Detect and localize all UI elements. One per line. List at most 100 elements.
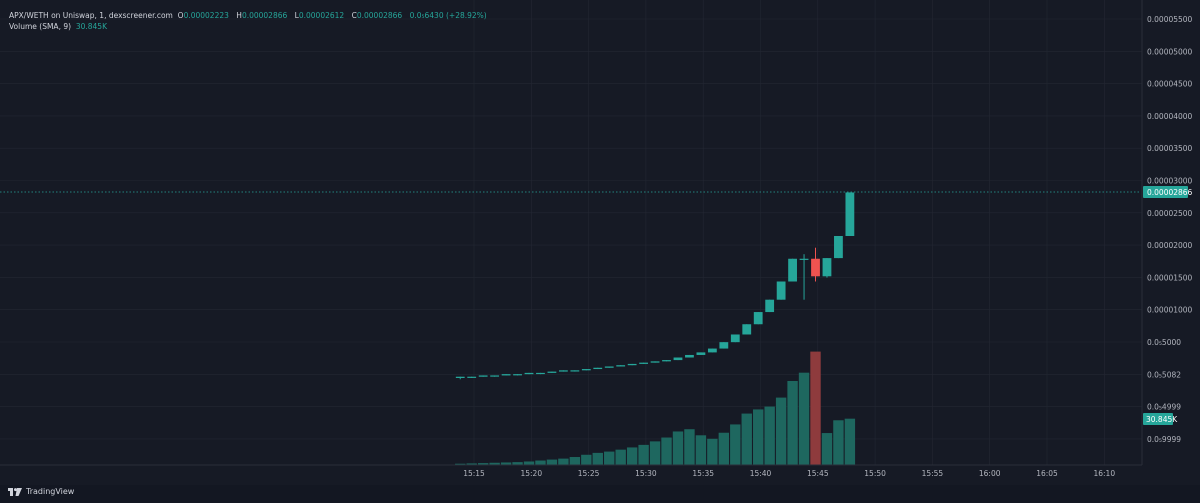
- price-axis-label: 0.00004500: [1147, 80, 1193, 89]
- volume-bar: [742, 414, 752, 465]
- candle-body: [685, 355, 694, 358]
- open-key: O: [178, 11, 184, 20]
- candle-body: [548, 372, 557, 373]
- candle-body: [593, 368, 602, 369]
- time-axis-label: 16:10: [1093, 469, 1115, 478]
- candle-body: [811, 259, 820, 277]
- time-axis-label: 15:55: [922, 469, 944, 478]
- candle-body: [662, 360, 671, 361]
- candle-body: [559, 370, 568, 371]
- volume-bar: [570, 457, 580, 465]
- price-axis-label: 0.00003500: [1147, 144, 1193, 153]
- volume-bar: [707, 439, 717, 465]
- candle-body: [777, 282, 786, 300]
- volume-bar: [558, 459, 568, 465]
- close-value: 0.00002866: [357, 11, 402, 20]
- volume-bar: [547, 460, 557, 465]
- volume-bar: [593, 453, 603, 465]
- volume-bar: [696, 435, 706, 465]
- volume-bar: [673, 431, 683, 465]
- candle-body: [628, 364, 637, 365]
- volume-bar: [719, 433, 729, 465]
- volume-bar: [661, 438, 671, 465]
- candle-body: [788, 259, 797, 282]
- candle-body: [582, 369, 591, 370]
- volume-bar: [799, 373, 809, 465]
- candle-body: [731, 334, 740, 342]
- candle-body: [708, 349, 717, 353]
- time-axis-label: 15:25: [578, 469, 600, 478]
- high-value: 0.00002866: [242, 11, 287, 20]
- candle-body: [513, 374, 522, 375]
- grid-lines: [0, 0, 1142, 465]
- volume-bar: [810, 352, 820, 465]
- current-price-label: 0.00002866: [1147, 188, 1193, 197]
- candle-body: [697, 352, 706, 355]
- candle-body: [525, 373, 534, 374]
- price-axis-label: 0.0₅4999: [1147, 403, 1181, 412]
- volume-bar: [764, 407, 774, 465]
- price-axis-label: 0.0₅5000: [1147, 338, 1181, 347]
- chart-legend: APX/WETH on Uniswap, 1, dexscreener.com …: [9, 10, 487, 32]
- time-axis-label: 15:30: [635, 469, 657, 478]
- time-axis-label: 15:35: [692, 469, 714, 478]
- price-axis-label: 0.0₅5082: [1147, 370, 1181, 379]
- volume-bar: [845, 419, 855, 465]
- time-axis-label: 15:45: [807, 469, 829, 478]
- candle-body: [639, 363, 648, 364]
- price-axis-label: 0.00002000: [1147, 241, 1193, 250]
- time-axis[interactable]: 15:15 15:20 15:25 15:30 15:35 15:40 15:45 15:50…: [463, 469, 1115, 478]
- volume-bar: [753, 409, 763, 465]
- time-axis-label: 15:50: [864, 469, 886, 478]
- time-axis-label: 15:15: [463, 469, 485, 478]
- volume-bar: [524, 461, 534, 465]
- volume-bar: [833, 420, 843, 465]
- candle-body: [616, 365, 625, 366]
- volume-bar: [627, 447, 637, 465]
- price-axis-label: 0.0₅9999: [1147, 435, 1181, 444]
- price-axis-label: 0.00003000: [1147, 177, 1193, 186]
- candle-body: [490, 375, 499, 376]
- volume-bar: [615, 450, 625, 465]
- change-value: 0.0₅6430 (+28.92%): [410, 11, 487, 20]
- volume-legend-row: Volume (SMA, 9) 30.845K: [9, 21, 487, 32]
- candle-body: [479, 375, 488, 376]
- time-axis-label: 15:40: [750, 469, 772, 478]
- candle-body: [570, 370, 579, 371]
- candle-body: [536, 373, 545, 374]
- volume-bar: [822, 433, 832, 465]
- chart-footer: [0, 485, 1200, 503]
- candle-body: [719, 342, 728, 348]
- volume-value: 30.845K: [76, 22, 107, 31]
- time-axis-label: 15:20: [520, 469, 542, 478]
- candle-body: [502, 374, 511, 375]
- candlestick-chart[interactable]: 0.00005500 0.00005000 0.00004500 0.00004000…: [0, 0, 1200, 485]
- candle-body: [823, 258, 832, 276]
- price-axis-label: 0.00004000: [1147, 112, 1193, 121]
- price-axis-label: 0.00002500: [1147, 209, 1193, 218]
- candle-body: [605, 366, 614, 367]
- candle-body: [467, 377, 476, 378]
- candle-body: [800, 259, 809, 260]
- candles: [456, 192, 854, 379]
- price-axis-label: 0.00005000: [1147, 47, 1193, 56]
- ohlc-legend-row: APX/WETH on Uniswap, 1, dexscreener.com …: [9, 10, 487, 21]
- candle-body: [742, 324, 751, 334]
- volume-bar: [581, 455, 591, 465]
- price-axis-label: 0.00005500: [1147, 15, 1193, 24]
- volume-bar: [684, 429, 694, 465]
- price-axis-label: 0.00001000: [1147, 306, 1193, 315]
- volume-label: Volume (SMA, 9): [9, 22, 71, 31]
- tradingview-logo[interactable]: TradingView: [8, 487, 74, 496]
- time-axis-label: 16:05: [1036, 469, 1058, 478]
- volume-bars: [455, 352, 855, 465]
- price-axis[interactable]: 0.00005500 0.00005000 0.00004500 0.00004000…: [1147, 15, 1193, 444]
- symbol-label: APX/WETH on Uniswap, 1, dexscreener.com: [9, 11, 173, 20]
- open-value: 0.00002223: [184, 11, 229, 20]
- volume-bar: [604, 452, 614, 465]
- current-volume-label: 30.845K: [1146, 415, 1178, 424]
- volume-bar: [787, 381, 797, 465]
- candle-body: [765, 300, 774, 312]
- low-value: 0.00002612: [299, 11, 344, 20]
